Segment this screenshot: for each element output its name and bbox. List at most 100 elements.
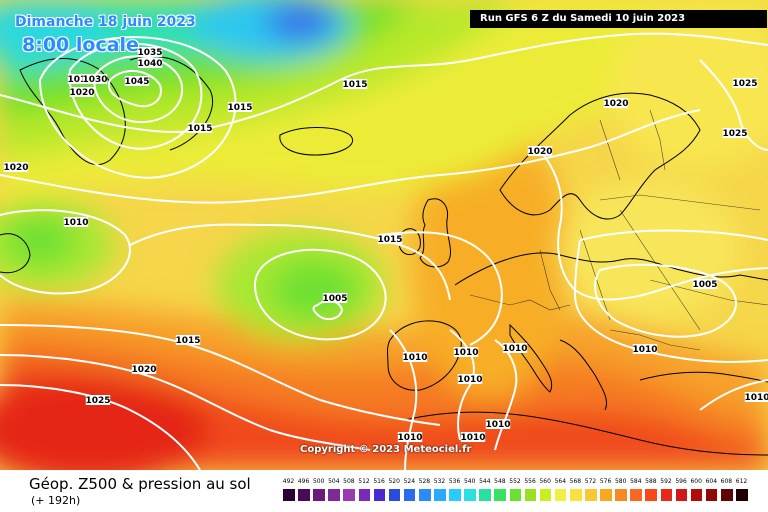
isobar-label-bg — [485, 419, 511, 429]
isobar-label-text: 1015 — [187, 124, 212, 134]
border-6 — [649, 279, 768, 306]
forecast-offset: (+ 192h) — [31, 494, 81, 507]
forecast-time: 8:00 locale — [22, 34, 139, 56]
isobar-label: 1030 — [82, 74, 108, 85]
isobar-1025-south — [0, 384, 201, 470]
isobar-label-text: 1025 — [85, 396, 110, 406]
scale-label: 500 — [312, 478, 325, 485]
copyright-text: Copyright © 2023 Meteociel.fr — [300, 444, 472, 455]
isobar-label: 1010 — [744, 392, 768, 403]
isobar-1025-ne — [699, 59, 768, 151]
scale-label: 588 — [645, 478, 657, 485]
scale-swatch — [494, 489, 507, 501]
isobar-label-text: 1025 — [732, 79, 757, 89]
isobar-label-bg — [69, 87, 95, 97]
isobar-label-text: 1010 — [402, 353, 427, 363]
isobar-label-bg — [397, 432, 423, 442]
isobar-label-text: 1045 — [124, 77, 149, 87]
field-light-east — [560, 180, 740, 320]
scale-swatch — [585, 489, 597, 501]
scale-swatch — [328, 489, 340, 501]
isobar-label: 1010 — [502, 343, 528, 354]
isobar-label-bg — [187, 123, 213, 133]
isobar-label: 1020 — [603, 98, 629, 109]
balkans-coast — [559, 339, 608, 411]
isobar-label: 1005 — [322, 293, 348, 304]
scale-label: 596 — [675, 478, 687, 485]
field-low-west-core — [5, 215, 75, 265]
scale-swatch — [283, 489, 295, 501]
scale-label: 536 — [448, 478, 461, 485]
isobar-1015-europe — [379, 231, 503, 346]
isobar-label: 1015 — [227, 102, 253, 113]
isobar-label-text: 1040 — [137, 59, 162, 69]
isobar-label-bg — [3, 162, 29, 172]
isobar-label: 1025 — [732, 78, 758, 89]
scale-label: 600 — [690, 478, 702, 485]
border-3 — [579, 229, 611, 321]
isobar-label-bg — [85, 395, 111, 405]
isobar-label-bg — [137, 58, 163, 68]
isobar-high-greenland-2 — [93, 55, 184, 124]
scale-swatch — [298, 489, 310, 501]
geopotential-field — [0, 0, 768, 470]
isobar-label: 1010 — [485, 419, 511, 430]
map-title: Géop. Z500 & pression au sol — [29, 475, 251, 493]
isobar-label-bg — [67, 74, 93, 84]
isobar-label: 1010 — [457, 374, 483, 385]
coastlines — [0, 55, 768, 456]
scale-swatch — [524, 489, 537, 501]
scale-swatch — [418, 489, 431, 501]
scale-label: 564 — [554, 478, 567, 485]
isobar-label-bg — [377, 234, 403, 244]
newfoundland-coast — [0, 233, 31, 274]
scale-label: 556 — [524, 478, 536, 485]
isobar-label-text: 1010 — [397, 433, 422, 443]
isobar-label-text: 1020 — [69, 88, 94, 98]
scale-label: 512 — [358, 478, 370, 485]
scale-label: 552 — [509, 478, 521, 485]
isobar-high-greenland-1 — [107, 69, 162, 108]
scale-swatch — [554, 489, 567, 501]
scale-label: 524 — [403, 478, 416, 485]
isobar-label: 1040 — [137, 58, 163, 69]
scale-swatch — [464, 489, 476, 501]
isobar-1015-north — [0, 32, 768, 133]
isobar-label-bg — [460, 432, 486, 442]
isobar-high-greenland-4 — [38, 36, 237, 179]
scale-label: 608 — [720, 478, 733, 485]
isobar-label-text: 1010 — [63, 218, 88, 228]
scale-label: 492 — [282, 478, 295, 485]
isobar-label-bg — [137, 47, 163, 57]
isobar-1010-east — [573, 229, 768, 363]
isobar-label: 1015 — [187, 123, 213, 134]
isobar-label-bg — [603, 98, 629, 108]
greenland-coast — [19, 57, 126, 166]
isobar-1010-med-1 — [449, 329, 475, 441]
isobar-label: 1020 — [3, 162, 29, 173]
isobar-label-bg — [722, 128, 748, 138]
isobar-label-bg — [124, 76, 150, 86]
border-8 — [599, 119, 621, 181]
isobar-label: 1020 — [69, 87, 95, 98]
isobar-label-bg — [692, 279, 718, 289]
scale-label: 548 — [494, 478, 506, 485]
isobar-label-text: 1015 — [175, 336, 200, 346]
isobar-label-text: 1030 — [82, 75, 107, 85]
isobar-label-bg — [322, 293, 348, 303]
isobar-labels: 1035104010451010103010201015101510151020… — [3, 47, 768, 443]
scale-swatch — [434, 489, 446, 501]
isobar-label: 1020 — [527, 146, 553, 157]
isobar-label-text: 1010 — [744, 393, 768, 403]
isobar-label-text: 1020 — [3, 163, 28, 173]
isobar-label: 1010 — [67, 74, 93, 85]
isobar-label-text: 1035 — [137, 48, 162, 58]
isobar-1020-north — [0, 109, 701, 204]
isobar-label: 1005 — [692, 279, 718, 290]
scale-swatch — [479, 489, 491, 501]
isobar-label-bg — [402, 352, 428, 362]
isobar-label: 1010 — [397, 432, 423, 443]
scale-label: 540 — [463, 478, 476, 485]
isobar-label: 1025 — [85, 395, 111, 406]
